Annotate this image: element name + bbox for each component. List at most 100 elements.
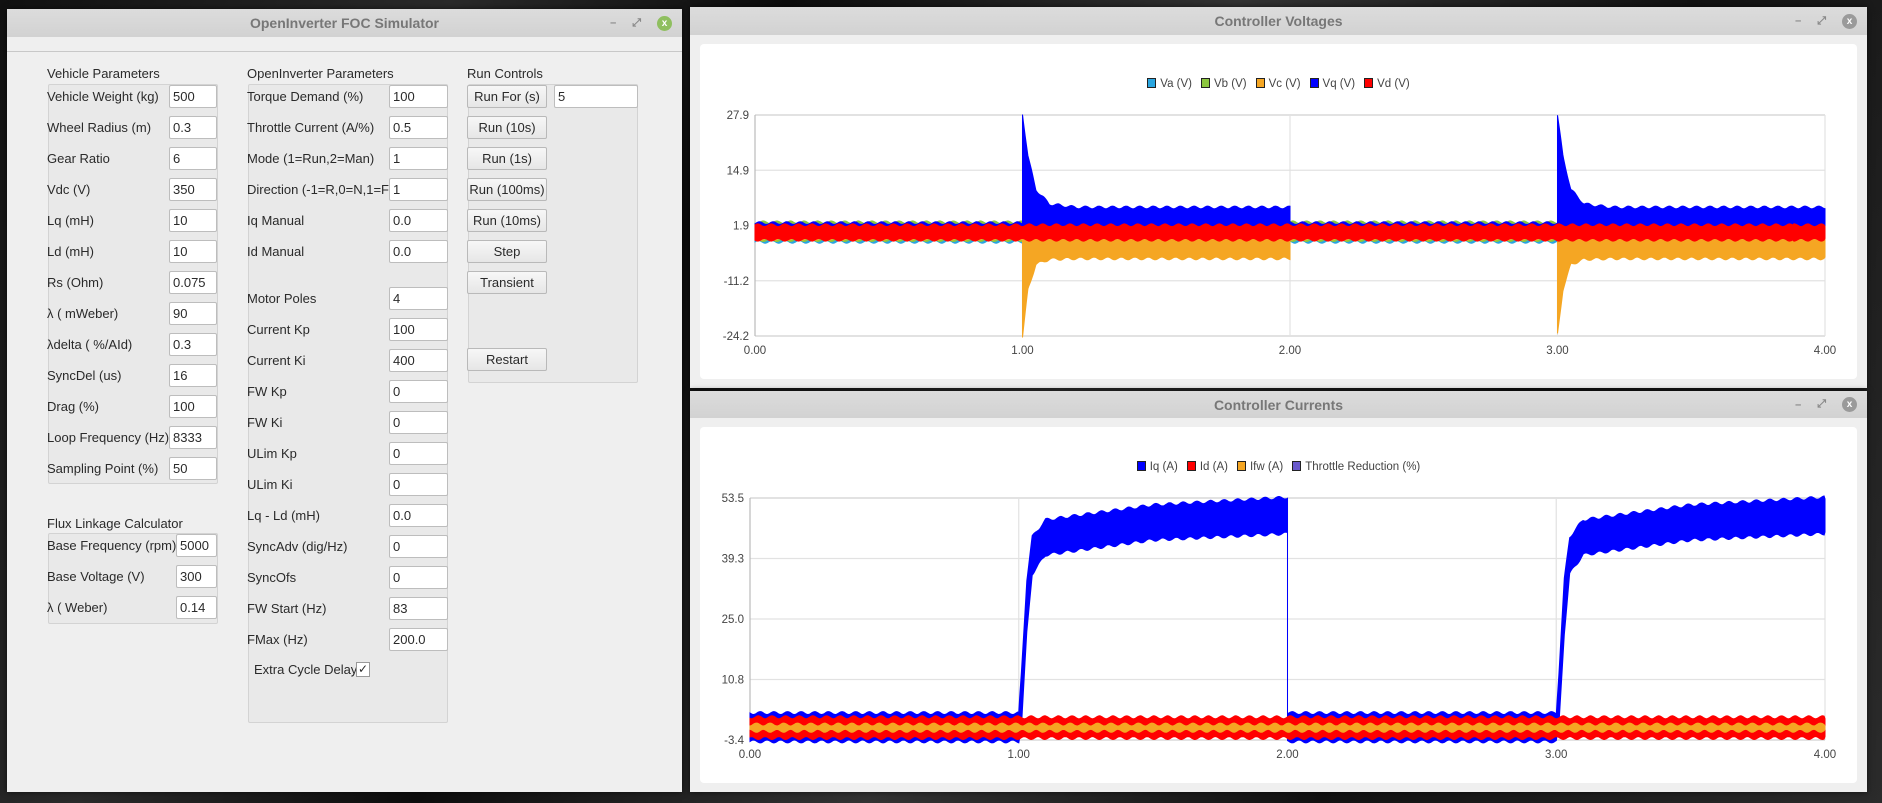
param-label: FW Ki: [247, 415, 283, 430]
legend-label: Vq (V): [1322, 78, 1356, 90]
param-input[interactable]: 0: [389, 473, 448, 496]
legend-swatch: [1309, 78, 1319, 88]
param-input[interactable]: 0.075: [169, 271, 217, 294]
extra-cycle-delay-checkbox[interactable]: ✓: [356, 662, 370, 677]
param-input[interactable]: 83: [389, 597, 448, 620]
param-input[interactable]: 1: [389, 178, 448, 201]
maximize-icon[interactable]: ⤢: [1817, 14, 1826, 27]
param-input[interactable]: 4: [389, 287, 448, 310]
param-input[interactable]: 5000: [176, 534, 217, 557]
run-for-button[interactable]: Run For (s): [467, 85, 547, 108]
title-bar[interactable]: Controller Voltages – ⤢ x: [690, 7, 1867, 35]
minimize-icon[interactable]: –: [1795, 398, 1802, 411]
legend-item[interactable]: Va (V): [1147, 78, 1192, 90]
param-input[interactable]: 100: [389, 85, 448, 108]
param-label: Motor Poles: [247, 291, 317, 306]
param-input[interactable]: 0.5: [389, 116, 448, 139]
param-label: Current Ki: [247, 353, 306, 368]
openinverter-heading: OpenInverter Parameters: [247, 66, 394, 81]
param-input[interactable]: 500: [169, 85, 217, 108]
param-input[interactable]: 0: [389, 411, 448, 434]
voltages-window: Controller Voltages – ⤢ x Va (V) Vb (V) Vc…: [690, 7, 1867, 388]
legend-swatch: [1136, 461, 1146, 471]
close-icon[interactable]: x: [657, 15, 672, 31]
legend-label: Throttle Reduction (%): [1305, 461, 1421, 473]
title-bar[interactable]: Controller Currents – ⤢ x: [690, 391, 1867, 418]
legend-label: Ifw (A): [1249, 461, 1284, 473]
param-label: Base Voltage (V): [47, 569, 145, 584]
param-input[interactable]: 10: [169, 209, 217, 232]
param-input[interactable]: 16: [169, 364, 217, 387]
legend-item[interactable]: Id (A): [1186, 461, 1228, 473]
param-label: Lq - Ld (mH): [247, 508, 320, 523]
toolbar: [7, 37, 682, 52]
param-label: Vehicle Weight (kg): [47, 89, 159, 104]
param-input[interactable]: 100: [169, 395, 217, 418]
param-label: Torque Demand (%): [247, 89, 364, 104]
param-input[interactable]: 0: [389, 535, 448, 558]
legend-item[interactable]: Vc (V): [1255, 78, 1301, 90]
transient-button[interactable]: Transient: [467, 271, 547, 294]
param-label: Gear Ratio: [47, 151, 110, 166]
x-tick-label: 4.00: [1814, 749, 1836, 761]
param-input[interactable]: 90: [169, 302, 217, 325]
run-100ms-button[interactable]: Run (100ms): [467, 178, 547, 201]
legend-item[interactable]: Throttle Reduction (%): [1292, 461, 1420, 473]
legend-item[interactable]: Vd (V): [1364, 78, 1410, 90]
restart-button[interactable]: Restart: [467, 348, 547, 371]
maximize-icon[interactable]: ⤢: [632, 16, 641, 29]
param-input[interactable]: 10: [169, 240, 217, 263]
run-controls-heading: Run Controls: [467, 66, 543, 81]
param-input[interactable]: 0.0: [389, 209, 448, 232]
legend-item[interactable]: Vb (V): [1201, 78, 1247, 90]
param-label: Base Frequency (rpm): [47, 538, 177, 553]
param-input[interactable]: 200.0: [389, 628, 448, 651]
param-input[interactable]: 0.0: [389, 504, 448, 527]
y-tick-label: 25.0: [722, 614, 744, 626]
maximize-icon[interactable]: ⤢: [1817, 398, 1826, 410]
param-input[interactable]: 8333: [169, 426, 217, 449]
param-input[interactable]: 50: [169, 457, 217, 480]
param-label: Id Manual: [247, 244, 305, 259]
minimize-icon[interactable]: –: [1795, 15, 1802, 27]
legend-item[interactable]: Vq (V): [1309, 78, 1356, 90]
param-input[interactable]: 0: [389, 442, 448, 465]
title-bar[interactable]: OpenInverter FOC Simulator – ⤢ x: [7, 9, 682, 37]
param-input[interactable]: 300: [176, 565, 217, 588]
run-for-input[interactable]: 5: [554, 85, 638, 108]
param-input[interactable]: 400: [389, 349, 448, 372]
vehicle-heading: Vehicle Parameters: [47, 66, 160, 81]
param-label: Vdc (V): [47, 182, 91, 197]
y-tick-label: 39.3: [722, 554, 744, 566]
param-input[interactable]: 0.0: [389, 240, 448, 263]
param-input[interactable]: 0.3: [169, 116, 217, 139]
param-input[interactable]: 6: [169, 147, 217, 170]
y-tick-label: -11.2: [724, 276, 749, 288]
run-10s-button[interactable]: Run (10s): [467, 116, 547, 139]
param-label: SyncAdv (dig/Hz): [247, 539, 348, 554]
param-label: ULim Kp: [247, 446, 297, 461]
minimize-icon[interactable]: –: [610, 17, 617, 29]
run-1s-button[interactable]: Run (1s): [467, 147, 547, 170]
legend-item[interactable]: Ifw (A): [1236, 461, 1284, 473]
param-label: Current Kp: [247, 322, 310, 337]
param-input[interactable]: 0.14: [176, 596, 217, 619]
legend-item[interactable]: Iq (A): [1136, 461, 1178, 473]
param-label: Throttle Current (A/%): [247, 120, 375, 135]
param-input[interactable]: 1: [389, 147, 448, 170]
close-icon[interactable]: x: [1842, 13, 1857, 29]
param-input[interactable]: 0.3: [169, 333, 217, 356]
series-vd-trace: [754, 223, 1826, 242]
param-label: Sampling Point (%): [47, 461, 159, 476]
run-10ms-button[interactable]: Run (10ms): [467, 209, 547, 232]
step-button[interactable]: Step: [467, 240, 547, 263]
legend-swatch: [1147, 78, 1157, 88]
param-input[interactable]: 100: [389, 318, 448, 341]
param-input[interactable]: 350: [169, 178, 217, 201]
param-input[interactable]: 0: [389, 380, 448, 403]
extra-cycle-delay-label: Extra Cycle Delay: [254, 662, 358, 677]
close-icon[interactable]: x: [1842, 397, 1857, 412]
param-input[interactable]: 0: [389, 566, 448, 589]
param-label: SyncDel (us): [47, 368, 122, 383]
param-label: FMax (Hz): [247, 632, 308, 647]
